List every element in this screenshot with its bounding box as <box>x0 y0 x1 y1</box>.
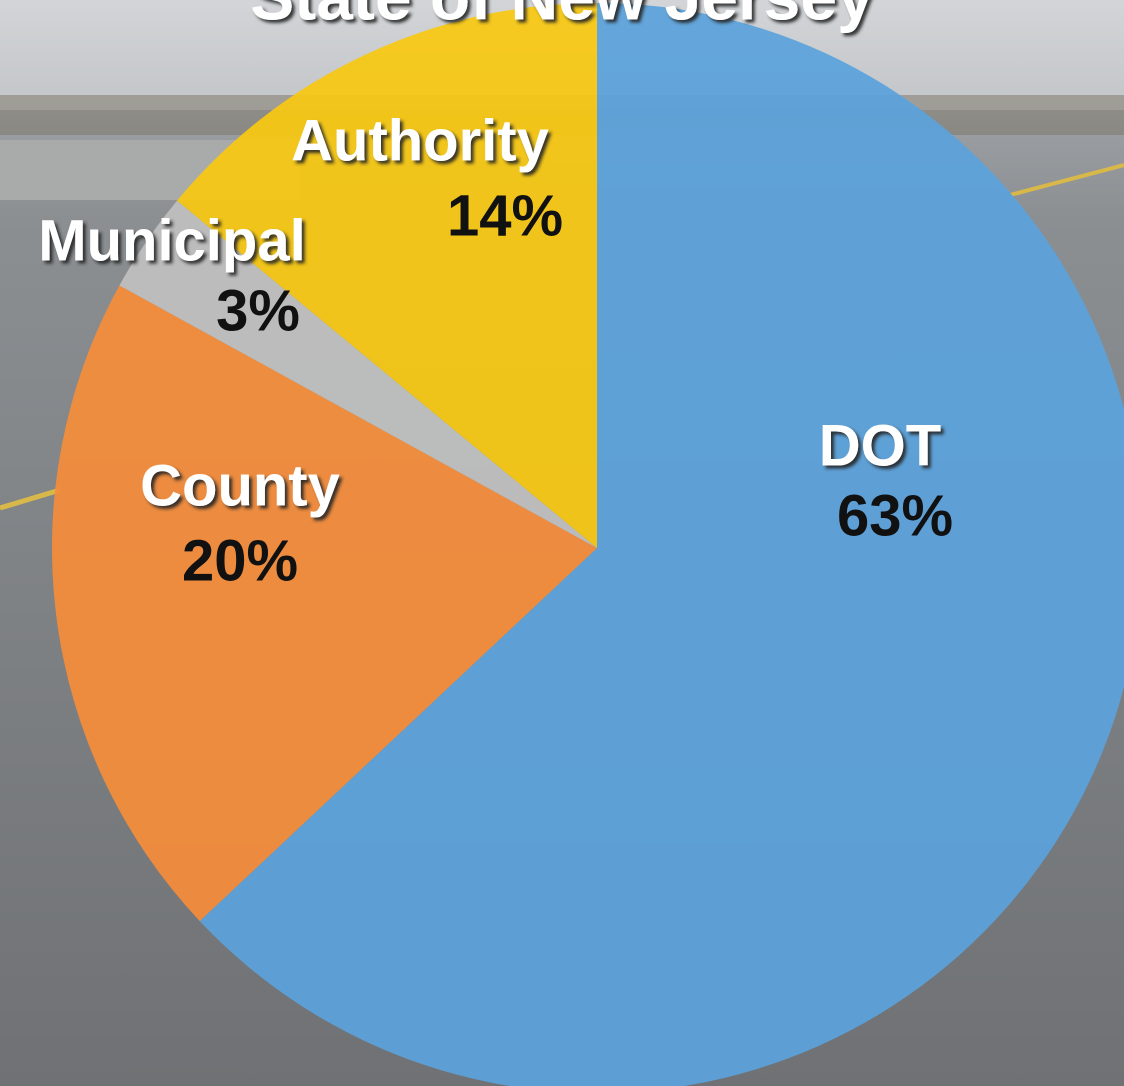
slice-label: Authority <box>291 108 549 173</box>
page: DOT63% County 20% Municipal3% Authority 14% S… <box>0 0 1124 1086</box>
value-label: 63% <box>837 483 953 548</box>
chart-title: State of New Jersey <box>250 0 874 33</box>
slice-label: DOT <box>819 413 941 478</box>
slice-label: County <box>140 453 340 518</box>
value-label: 14% <box>447 183 563 248</box>
value-label: 3% <box>216 278 300 343</box>
value-label: 20% <box>182 528 298 593</box>
slice-label: Municipal <box>38 208 305 273</box>
chart: DOT63% County 20% Municipal3% Authority 14% S… <box>0 0 1124 1086</box>
